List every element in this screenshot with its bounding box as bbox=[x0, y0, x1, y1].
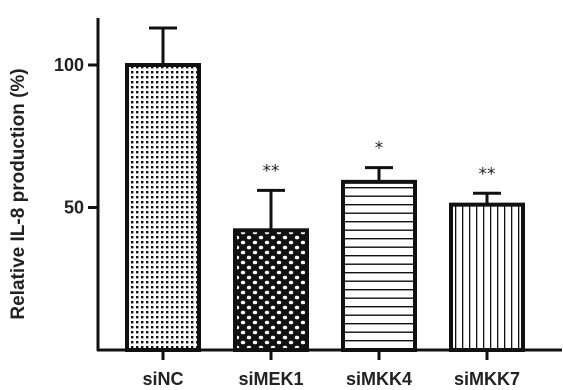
x-tick-label-siMEK1: siMEK1 bbox=[238, 369, 303, 389]
significance-siMEK1: ** bbox=[263, 161, 280, 181]
x-tick-label-siMKK4: siMKK4 bbox=[346, 369, 412, 389]
plot-area: siNC siMEK1 ** siMKK4 * siMKK7 ** 50 100 Relative… bbox=[8, 18, 562, 389]
bar-siMKK4 bbox=[341, 179, 417, 352]
y-axis-label: Relative IL-8 production (%) bbox=[8, 68, 29, 319]
bar-siMKK7 bbox=[449, 202, 525, 352]
bar-siNC bbox=[125, 63, 201, 352]
significance-siMKK4: * bbox=[375, 139, 384, 159]
y-tick-label-100: 100 bbox=[54, 55, 84, 75]
bar-siMEK1 bbox=[233, 228, 309, 352]
significance-siMKK7: ** bbox=[479, 164, 496, 184]
x-tick-label-siNC: siNC bbox=[142, 369, 183, 389]
y-tick-label-50: 50 bbox=[64, 198, 84, 218]
x-tick-label-siMKK7: siMKK7 bbox=[454, 369, 520, 389]
